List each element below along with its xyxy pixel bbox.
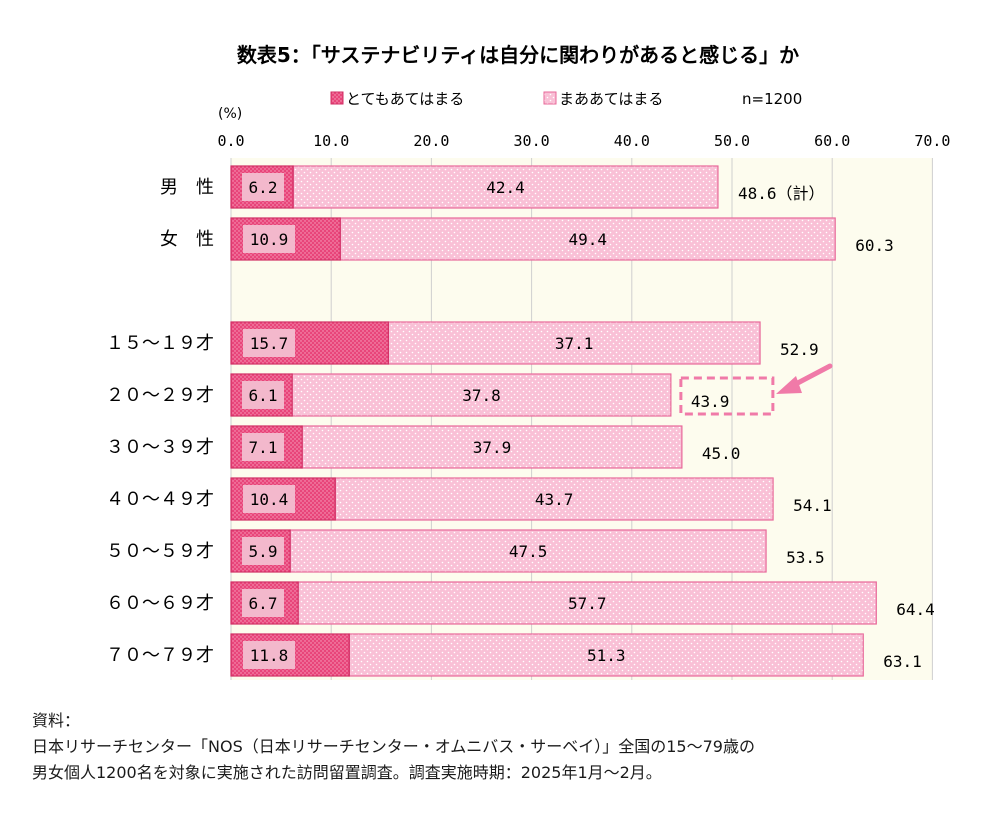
- total-label: 63.1: [883, 652, 922, 671]
- x-axis-ticks: 0.0 10.0 20.0 30.0 40.0 50.0 60.0 70.0: [217, 132, 950, 150]
- strong-label-bg: [242, 537, 284, 565]
- strong-label-bg: [243, 485, 295, 513]
- source-label: 資料：: [32, 711, 81, 730]
- value-label-strong: 6.1: [249, 386, 278, 405]
- total-label: 48.6（計）: [738, 184, 825, 203]
- strong-label-bg: [242, 381, 284, 409]
- category-label: ４０～４９才: [106, 489, 214, 510]
- bar-mild: [301, 425, 683, 469]
- bar-mild: [348, 633, 864, 677]
- bar-mild: [292, 165, 719, 209]
- value-label-mild: 37.1: [555, 334, 594, 353]
- strong-label-bg: [242, 173, 284, 201]
- value-label-strong: 6.7: [249, 594, 278, 613]
- sample-size-note: n=1200: [742, 90, 802, 108]
- total-label: 60.3: [855, 236, 894, 255]
- value-label-strong: 15.7: [250, 334, 289, 353]
- strong-label-bg: [242, 433, 284, 461]
- value-label-mild: 37.9: [473, 438, 512, 457]
- legend-label-mild: まああてはまる: [559, 90, 663, 108]
- x-tick-label: 70.0: [914, 132, 950, 150]
- legend-label-strong: とてもあてはまる: [346, 90, 464, 108]
- value-label-strong: 7.1: [249, 438, 278, 457]
- x-tick-label: 10.0: [313, 132, 349, 150]
- total-label: 54.1: [793, 496, 832, 515]
- total-label: 64.4: [896, 600, 935, 619]
- category-label: ６０～６９才: [106, 593, 214, 614]
- x-tick-label: 30.0: [514, 132, 550, 150]
- total-label: 53.5: [786, 548, 825, 567]
- value-label-strong: 10.4: [250, 490, 289, 509]
- source-line-1: 日本リサーチセンター「NOS（日本リサーチセンター・オムニバス・サーベイ）」全国…: [32, 737, 755, 756]
- bar-mild: [291, 373, 672, 417]
- total-label: 45.0: [702, 444, 741, 463]
- highlight-box: [679, 376, 775, 416]
- x-tick-label: 60.0: [814, 132, 850, 150]
- bars-group: [230, 165, 877, 677]
- value-label-mild: 49.4: [568, 230, 607, 249]
- source-line-2: 男女個人1200名を対象に実施された訪問留置調査。調査実施時期：2025年1月～…: [32, 763, 662, 782]
- source-note: 資料： 日本リサーチセンター「NOS（日本リサーチセンター・オムニバス・サーベイ…: [32, 708, 755, 786]
- value-label-mild: 42.4: [486, 178, 525, 197]
- chart-title: 数表5：「サステナビリティは自分に関わりがあると感じる」か: [237, 43, 799, 67]
- value-label-strong: 6.2: [249, 178, 278, 197]
- value-label-strong: 11.8: [250, 646, 289, 665]
- value-label-strong: 10.9: [250, 230, 289, 249]
- strong-label-bg: [243, 329, 295, 357]
- bar-mild: [297, 581, 877, 625]
- bar-mild: [387, 321, 761, 365]
- category-label: ５０～５９才: [106, 541, 214, 562]
- value-label-mild: 47.5: [509, 542, 548, 561]
- total-label: 43.9: [691, 392, 730, 411]
- x-tick-label: 0.0: [217, 132, 244, 150]
- category-label: ２０～２９才: [106, 385, 214, 406]
- x-tick-label: 40.0: [614, 132, 650, 150]
- legend-swatch-mild: [543, 91, 557, 105]
- legend-swatch-strong: [330, 91, 344, 105]
- strong-label-bg: [243, 641, 295, 669]
- bar-labels-group: 男 性 6.2 42.4 48.6（計） 女 性 10.9 49.4 60.3 １５～１９才 15…: [106, 177, 935, 671]
- bar-chart: 数表5：「サステナビリティは自分に関わりがあると感じる」か とてもあてはまる ま…: [106, 43, 950, 680]
- x-tick-label: 50.0: [714, 132, 750, 150]
- category-label: １５～１９才: [106, 333, 214, 354]
- category-label: 女 性: [160, 229, 214, 250]
- x-tick-label: 20.0: [413, 132, 449, 150]
- category-label: ７０～７９才: [106, 645, 214, 666]
- axis-unit-label: (%): [218, 106, 242, 122]
- strong-label-bg: [242, 589, 284, 617]
- value-label-mild: 43.7: [535, 490, 574, 509]
- total-label: 52.9: [780, 340, 819, 359]
- bar-mild: [339, 217, 836, 261]
- category-label: ３０～３９才: [106, 437, 214, 458]
- highlight-arrow-head: [776, 376, 802, 394]
- highlight-callout: [679, 363, 833, 416]
- value-label-mild: 37.8: [462, 386, 501, 405]
- strong-label-bg: [243, 225, 295, 253]
- category-label: 男 性: [160, 177, 214, 198]
- value-label-mild: 57.7: [568, 594, 607, 613]
- value-label-strong: 5.9: [249, 542, 278, 561]
- value-label-mild: 51.3: [587, 646, 626, 665]
